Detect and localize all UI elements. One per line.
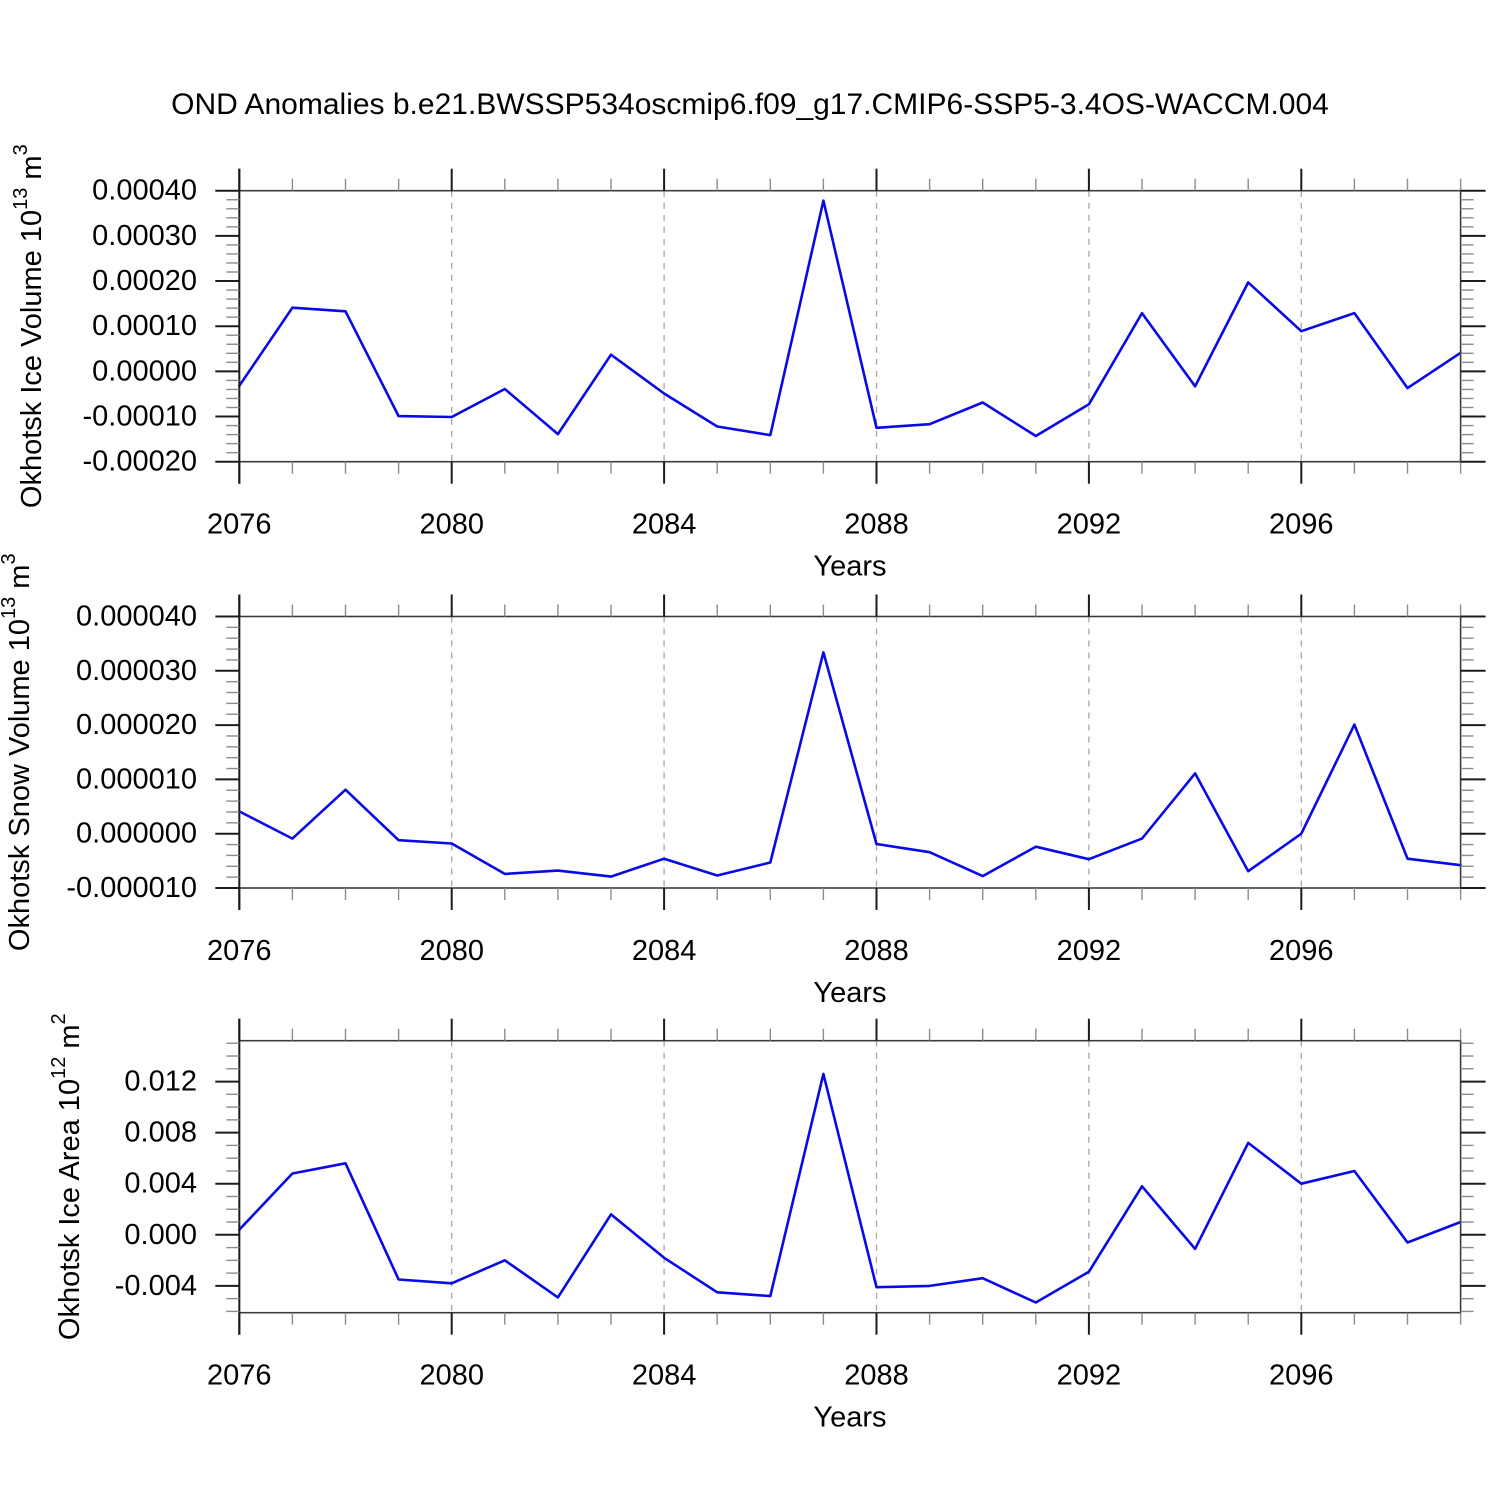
x-tick-label: 2096 — [1269, 935, 1334, 967]
x-tick-label: 2084 — [632, 1360, 697, 1392]
y-tick-label: 0.00000 — [92, 355, 197, 387]
x-tick-label: 2096 — [1269, 1360, 1334, 1392]
y-tick-label: 0.000010 — [76, 763, 197, 795]
chart-snow-volume: 0.000040 0.000030 0.000020 0.000010 0.000000… — [0, 553, 1486, 1009]
y-tick-label: -0.004 — [115, 1270, 197, 1302]
figure-title: OND Anomalies b.e21.BWSSP534oscmip6.f09_… — [171, 88, 1329, 121]
x-axis-title: Years — [813, 1402, 886, 1434]
y-axis-title: Okhotsk Ice Area 1012 m2 — [48, 1013, 86, 1340]
x-axis-title: Years — [813, 977, 886, 1009]
x-tick-label: 2076 — [207, 509, 272, 541]
y-tick-label: 0.000020 — [76, 709, 197, 741]
x-tick-label: 2080 — [419, 935, 484, 967]
x-tick-label: 2092 — [1057, 509, 1122, 541]
y-tick-label: 0.00020 — [92, 265, 197, 297]
y-tick-label: 0.000 — [124, 1219, 197, 1251]
y-tick-label: 0.000000 — [76, 818, 197, 850]
y-tick-label: -0.000010 — [66, 872, 197, 904]
x-tick-label: 2084 — [632, 509, 697, 541]
y-tick-label: 0.012 — [124, 1066, 197, 1098]
x-tick-label: 2076 — [207, 935, 272, 967]
x-tick-label: 2076 — [207, 1360, 272, 1392]
chart-ice-volume: 0.00040 0.00030 0.00020 0.00010 0.00000 -0.00… — [10, 144, 1486, 583]
x-tick-label: 2088 — [844, 509, 909, 541]
y-axis-title: Okhotsk Snow Volume 1013 m3 — [0, 553, 36, 951]
y-tick-label: -0.00020 — [83, 446, 198, 478]
x-tick-label: 2096 — [1269, 509, 1334, 541]
y-tick-label: 0.00030 — [92, 220, 197, 252]
y-tick-label: 0.00040 — [92, 175, 197, 207]
x-tick-label: 2084 — [632, 935, 697, 967]
x-tick-label: 2092 — [1057, 935, 1122, 967]
y-tick-label: 0.008 — [124, 1117, 197, 1149]
y-tick-label: 0.004 — [124, 1168, 197, 1200]
series-line-ice-area — [238, 1072, 1462, 1304]
x-tick-label: 2088 — [844, 1360, 909, 1392]
y-tick-label: 0.000040 — [76, 601, 197, 633]
x-tick-label: 2080 — [419, 1360, 484, 1392]
y-tick-label: 0.00010 — [92, 310, 197, 342]
y-tick-label: 0.000030 — [76, 655, 197, 687]
series-line-snow-volume — [238, 650, 1462, 878]
x-tick-label: 2088 — [844, 935, 909, 967]
plot-frame — [238, 189, 1462, 463]
x-tick-label: 2092 — [1057, 1360, 1122, 1392]
x-tick-label: 2080 — [419, 509, 484, 541]
x-axis-title: Years — [813, 551, 886, 583]
y-tick-label: -0.00010 — [83, 401, 198, 433]
chart-ice-area: 0.012 0.008 0.004 0.000 -0.004 2076 2080 2084 20… — [48, 1013, 1486, 1434]
y-axis-title: Okhotsk Ice Volume 1013 m3 — [10, 144, 48, 508]
series-line-ice-volume — [238, 199, 1462, 438]
